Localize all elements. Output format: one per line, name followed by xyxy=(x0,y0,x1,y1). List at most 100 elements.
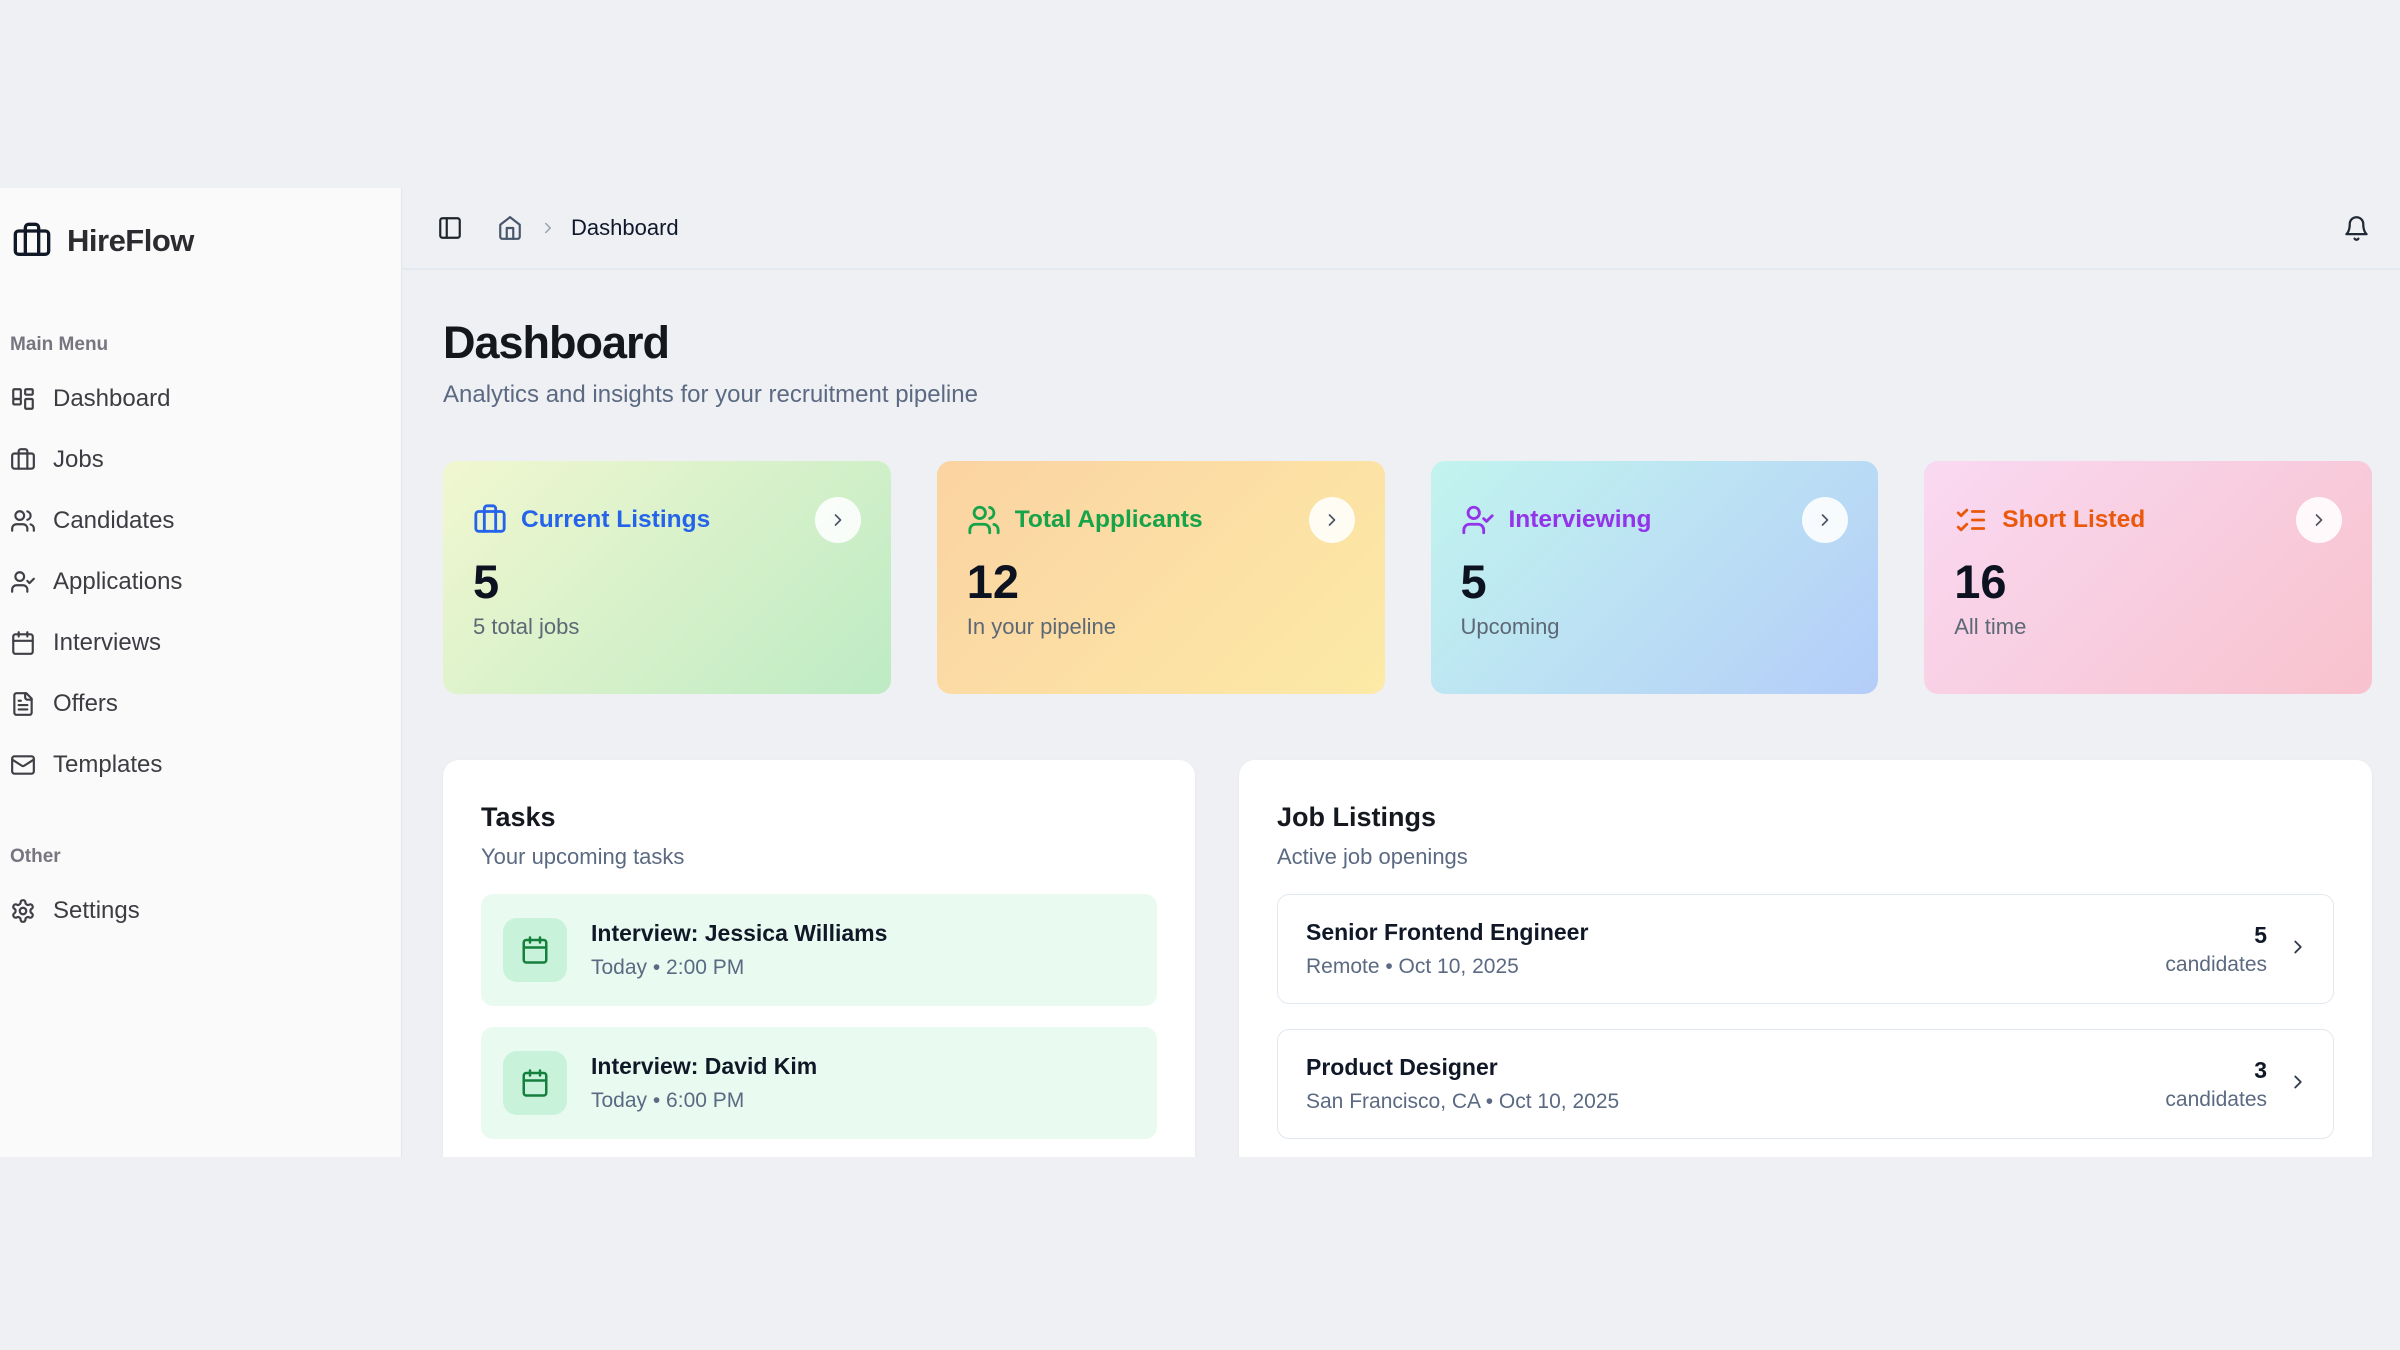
sidebar-item-settings[interactable]: Settings xyxy=(10,880,391,941)
stat-value: 16 xyxy=(1954,555,2007,608)
tasks-list: Interview: Jessica Williams Today • 2:00… xyxy=(481,894,1157,1139)
calendar-icon xyxy=(522,936,548,964)
job-listings-panel: Job Listings Active job openings Senior … xyxy=(1239,760,2372,1157)
stat-arrow-button[interactable] xyxy=(1308,497,1355,543)
panels-row: Tasks Your upcoming tasks Interview: Jes… xyxy=(443,760,2372,1157)
task-icon-tile xyxy=(503,1051,567,1115)
stat-value: 5 xyxy=(473,555,500,608)
job-right: 3 candidates xyxy=(2165,1057,2309,1112)
main-area: Dashboard Dashboard Analytics and insigh… xyxy=(402,188,2400,1157)
stat-value: 12 xyxy=(966,555,1020,608)
topbar: Dashboard xyxy=(402,188,2400,270)
users-icon xyxy=(968,505,1000,535)
page-title: Dashboard xyxy=(443,317,670,368)
list-checks-icon xyxy=(1957,508,1986,532)
sidebar-item-dashboard[interactable]: Dashboard xyxy=(10,368,391,429)
task-item[interactable]: Interview: David Kim Today • 6:00 PM xyxy=(481,1027,1157,1139)
briefcase-icon xyxy=(11,447,35,470)
job-count-block: 5 candidates xyxy=(2165,922,2267,977)
user-check-icon xyxy=(1461,505,1494,535)
task-icon-tile xyxy=(503,918,567,982)
job-listings-title: Job Listings xyxy=(1277,802,1437,832)
job-listings-list: Senior Frontend Engineer Remote • Oct 10… xyxy=(1277,894,2334,1139)
page-content: Dashboard Analytics and insights for you… xyxy=(402,270,2400,1157)
home-icon xyxy=(499,216,521,240)
stat-card-header: Current Listings xyxy=(473,497,861,543)
stat-card-total-applicants[interactable]: Total Applicants 12 In your pipeline xyxy=(936,461,1385,694)
chevron-right-icon xyxy=(2294,940,2302,953)
task-title: Interview: Jessica Williams xyxy=(591,920,888,946)
job-title: Senior Frontend Engineer xyxy=(1306,919,1589,945)
tasks-title: Tasks xyxy=(481,802,556,832)
chevron-right-icon xyxy=(1328,514,1335,526)
job-candidate-label: candidates xyxy=(2165,952,2267,976)
briefcase-logo-icon xyxy=(13,222,51,256)
job-chevron xyxy=(2287,936,2309,963)
sidebar-item-applications[interactable]: Applications xyxy=(10,551,391,612)
chevron-right-icon xyxy=(545,222,551,234)
job-title: Product Designer xyxy=(1306,1054,1498,1080)
sidebar: HireFlow Main Menu Dashboard Jobs Candid… xyxy=(0,188,402,1157)
stat-card-current-listings[interactable]: Current Listings 5 5 total jobs xyxy=(443,461,891,694)
notifications-button[interactable] xyxy=(2343,215,2370,242)
mail-icon xyxy=(11,754,35,775)
panel-left-icon xyxy=(439,217,461,239)
calendar-icon xyxy=(12,630,34,655)
stat-card-interviewing[interactable]: Interviewing 5 Upcoming xyxy=(1430,461,1879,694)
chevron-right-icon xyxy=(834,514,842,526)
gear-icon xyxy=(12,898,34,923)
stat-label: Short Listed xyxy=(2002,506,2146,533)
sidebar-item-interviews[interactable]: Interviews xyxy=(10,612,391,673)
stat-label: Total Applicants xyxy=(1014,506,1203,533)
job-meta: Remote • Oct 10, 2025 xyxy=(1306,955,1519,978)
dashboard-grid-icon xyxy=(12,387,34,410)
stat-cards: Current Listings 5 5 total jobs Total Ap… xyxy=(443,461,2372,694)
page-subtitle: Analytics and insights for your recruitm… xyxy=(443,381,978,408)
stat-arrow-button[interactable] xyxy=(2296,497,2342,543)
chevron-right-icon xyxy=(1821,514,1829,526)
stat-card-short-listed[interactable]: Short Listed 16 All time xyxy=(1924,461,2372,694)
job-count-block: 3 candidates xyxy=(2165,1057,2267,1112)
chevron-right-icon xyxy=(2294,1075,2302,1088)
users-icon xyxy=(11,509,35,532)
task-title: Interview: David Kim xyxy=(591,1053,818,1079)
sidebar-item-label: Templates xyxy=(53,750,163,778)
bell-icon xyxy=(2345,215,2368,241)
stat-caption: All time xyxy=(1954,614,2027,640)
task-text: Interview: Jessica Williams Today • 2:00… xyxy=(591,920,887,980)
job-row[interactable]: Product Designer San Francisco, CA • Oct… xyxy=(1277,1029,2334,1139)
sidebar-item-templates[interactable]: Templates xyxy=(10,734,391,795)
stat-arrow-button[interactable] xyxy=(814,497,861,543)
stat-label: Current Listings xyxy=(521,506,711,533)
job-candidate-label: candidates xyxy=(2165,1087,2267,1111)
stat-card-header: Interviewing xyxy=(1461,497,1849,543)
app-window: HireFlow Main Menu Dashboard Jobs Candid… xyxy=(0,188,2400,1157)
sidebar-item-jobs[interactable]: Jobs xyxy=(10,429,391,490)
stat-label: Interviewing xyxy=(1508,506,1652,533)
sidebar-toggle-button[interactable] xyxy=(437,215,463,241)
task-time: Today • 2:00 PM xyxy=(591,956,745,979)
calendar-icon xyxy=(522,1069,548,1097)
sidebar-item-candidates[interactable]: Candidates xyxy=(10,490,391,551)
stat-caption: 5 total jobs xyxy=(473,614,580,640)
job-info: Senior Frontend Engineer Remote • Oct 10… xyxy=(1306,919,1588,979)
breadcrumb-home-button[interactable] xyxy=(497,215,523,241)
stat-card-header: Total Applicants xyxy=(967,497,1355,543)
job-listings-subtitle: Active job openings xyxy=(1277,844,1468,869)
sidebar-nav: Dashboard Jobs Candidates Applications I… xyxy=(10,368,391,795)
job-candidate-count: 5 xyxy=(2254,921,2267,948)
task-item[interactable]: Interview: Jessica Williams Today • 2:00… xyxy=(481,894,1157,1006)
stat-card-header: Short Listed xyxy=(1954,497,2342,543)
sidebar-item-offers[interactable]: Offers xyxy=(10,673,391,734)
app-logo: HireFlow xyxy=(10,218,391,264)
job-chevron xyxy=(2287,1071,2309,1098)
briefcase-icon xyxy=(474,504,506,533)
job-candidate-count: 3 xyxy=(2254,1056,2267,1083)
stat-value: 5 xyxy=(1460,555,1487,608)
stat-caption: Upcoming xyxy=(1460,614,1560,640)
job-row[interactable]: Senior Frontend Engineer Remote • Oct 10… xyxy=(1277,894,2334,1004)
job-meta: San Francisco, CA • Oct 10, 2025 xyxy=(1306,1090,1620,1113)
breadcrumb-separator xyxy=(539,219,557,237)
stat-arrow-button[interactable] xyxy=(1802,497,1849,543)
